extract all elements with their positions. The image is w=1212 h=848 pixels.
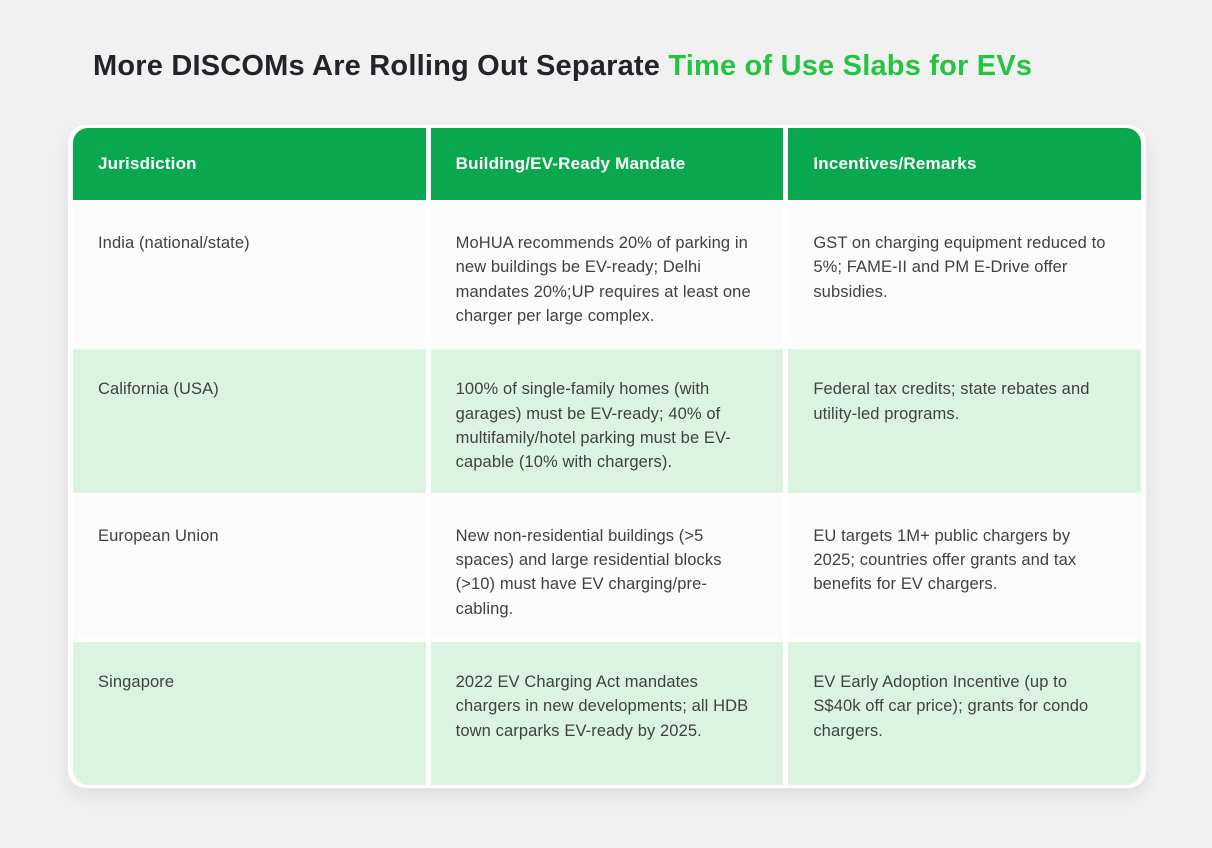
table-row: Singapore 2022 EV Charging Act mandates …: [73, 641, 1141, 785]
ev-mandates-table: Jurisdiction Building/EV-Ready Mandate I…: [68, 125, 1146, 788]
cell-jurisdiction: European Union: [73, 495, 426, 639]
cell-mandate: MoHUA recommends 20% of parking in new b…: [430, 203, 784, 347]
title-text: More DISCOMs Are Rolling Out Separate: [93, 50, 669, 82]
table-row: India (national/state) MoHUA recommends …: [73, 203, 1141, 347]
table-header: Jurisdiction Building/EV-Ready Mandate I…: [73, 128, 1141, 200]
cell-incentives: GST on charging equipment reduced to 5%;…: [788, 203, 1141, 347]
cell-incentives: Federal tax credits; state rebates and u…: [788, 349, 1141, 493]
cell-mandate: 2022 EV Charging Act mandates chargers i…: [430, 641, 784, 785]
cell-jurisdiction: Singapore: [73, 641, 426, 785]
column-header-mandate: Building/EV-Ready Mandate: [430, 128, 784, 200]
cell-mandate: New non-residential buildings (>5 spaces…: [430, 495, 784, 639]
cell-jurisdiction: California (USA): [73, 349, 426, 493]
page-title: More DISCOMs Are Rolling Out Separate Ti…: [93, 50, 1173, 83]
cell-mandate: 100% of single-family homes (with garage…: [430, 349, 784, 493]
header-row: Jurisdiction Building/EV-Ready Mandate I…: [73, 128, 1141, 200]
column-header-jurisdiction: Jurisdiction: [73, 128, 426, 200]
table-row: California (USA) 100% of single-family h…: [73, 349, 1141, 493]
cell-incentives: EU targets 1M+ public chargers by 2025; …: [788, 495, 1141, 639]
table-body: India (national/state) MoHUA recommends …: [73, 203, 1141, 785]
title-highlight: Time of Use Slabs for EVs: [668, 50, 1033, 82]
table-row: European Union New non-residential build…: [73, 495, 1141, 639]
cell-jurisdiction: India (national/state): [73, 203, 426, 347]
cell-incentives: EV Early Adoption Incentive (up to S$40k…: [788, 641, 1141, 785]
column-header-incentives: Incentives/Remarks: [788, 128, 1141, 200]
table-card: Jurisdiction Building/EV-Ready Mandate I…: [68, 125, 1146, 788]
